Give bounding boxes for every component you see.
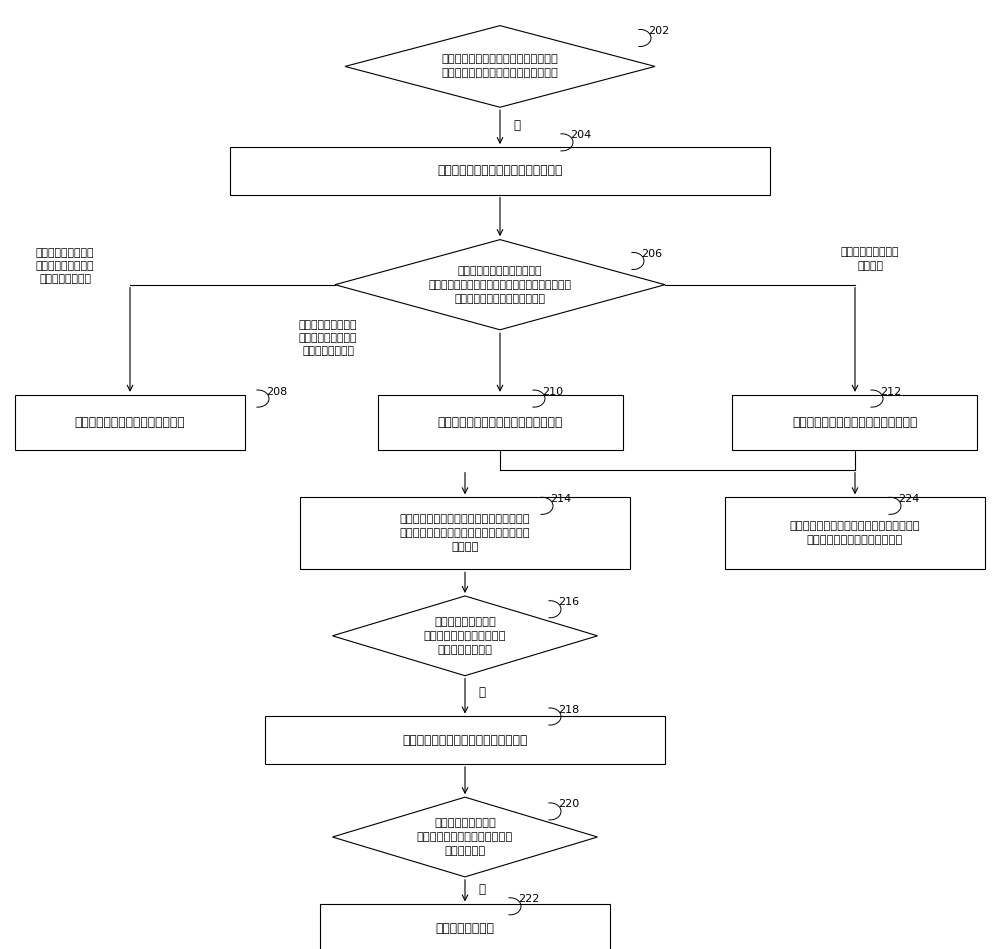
Text: 210: 210 bbox=[542, 386, 563, 397]
Text: 是: 是 bbox=[478, 883, 485, 896]
Text: 224: 224 bbox=[898, 493, 919, 504]
Text: 222: 222 bbox=[518, 894, 539, 904]
Text: 将电机的工作状态调整为正常工作状态: 将电机的工作状态调整为正常工作状态 bbox=[437, 416, 563, 429]
FancyBboxPatch shape bbox=[732, 395, 977, 450]
Text: 当当前压力值在预设时长内小于或等于第二
压力阈值时，控制电机停止工作: 当当前压力值在预设时长内小于或等于第二 压力阈值时，控制电机停止工作 bbox=[790, 521, 920, 546]
FancyBboxPatch shape bbox=[300, 497, 630, 569]
Text: 控制电机停止工作: 控制电机停止工作 bbox=[436, 921, 494, 935]
Text: 将电机的工作状态调整为怠速工作状态: 将电机的工作状态调整为怠速工作状态 bbox=[437, 164, 563, 177]
Text: 获取压力检测组件检测的初始压力值，
判断初始压力值是否大于第一压力阈值: 获取压力检测组件检测的初始压力值， 判断初始压力值是否大于第一压力阈值 bbox=[442, 54, 558, 79]
FancyBboxPatch shape bbox=[230, 147, 770, 195]
Text: 204: 204 bbox=[570, 130, 591, 140]
Text: 将电机的工作状态调整为高速工作状态: 将电机的工作状态调整为高速工作状态 bbox=[792, 416, 918, 429]
Text: 将电机的工作状态调整为怠速工作状态: 将电机的工作状态调整为怠速工作状态 bbox=[402, 734, 528, 747]
Text: 当前压力值小于或等
于第二压力阈值，且
大于第一压力阈值: 当前压力值小于或等 于第二压力阈值，且 大于第一压力阈值 bbox=[36, 248, 94, 284]
Text: 在第二时间间隔后，
判断当前压力值是否小于或
等于第二压力阈值: 在第二时间间隔后， 判断当前压力值是否小于或 等于第二压力阈值 bbox=[424, 617, 506, 655]
Text: 218: 218 bbox=[558, 704, 579, 715]
Text: 214: 214 bbox=[550, 493, 571, 504]
FancyBboxPatch shape bbox=[725, 497, 985, 569]
FancyBboxPatch shape bbox=[320, 904, 610, 949]
Polygon shape bbox=[332, 797, 598, 877]
Text: 212: 212 bbox=[880, 386, 901, 397]
Polygon shape bbox=[345, 26, 655, 107]
Text: 202: 202 bbox=[648, 26, 669, 36]
Text: 当前压力值大于第三
压力阈值: 当前压力值大于第三 压力阈值 bbox=[841, 248, 899, 270]
Text: 206: 206 bbox=[641, 249, 662, 259]
Text: 获取压力检测组件检测的当前
压力值，将当前压力值与第一压力阈值、第二压力
阈值，及第三压力阈值进行比较: 获取压力检测组件检测的当前 压力值，将当前压力值与第一压力阈值、第二压力 阈值，… bbox=[428, 266, 572, 304]
Text: 当当前压力值在预设时长内小于或等于第二
压力阈值时，将电机的工作状态调整为怠速
工作状态: 当当前压力值在预设时长内小于或等于第二 压力阈值时，将电机的工作状态调整为怠速 … bbox=[400, 514, 530, 552]
FancyBboxPatch shape bbox=[15, 395, 245, 450]
Text: 当前压力值大于第二
压力阈值，且小于或
等于第三压力阈值: 当前压力值大于第二 压力阈值，且小于或 等于第三压力阈值 bbox=[299, 320, 357, 356]
Polygon shape bbox=[335, 240, 665, 330]
Text: 将电机的工作状态调整为待机状态: 将电机的工作状态调整为待机状态 bbox=[75, 416, 185, 429]
Polygon shape bbox=[332, 596, 598, 676]
FancyBboxPatch shape bbox=[265, 716, 665, 764]
FancyBboxPatch shape bbox=[378, 395, 622, 450]
Text: 208: 208 bbox=[266, 386, 287, 397]
Text: 是: 是 bbox=[478, 686, 485, 699]
Text: 是: 是 bbox=[513, 119, 520, 132]
Text: 在第三时间间隔后，
判断当前压力值是否小于或等于
第二压力阈值: 在第三时间间隔后， 判断当前压力值是否小于或等于 第二压力阈值 bbox=[417, 818, 513, 856]
Text: 220: 220 bbox=[558, 799, 579, 809]
Text: 216: 216 bbox=[558, 597, 579, 607]
